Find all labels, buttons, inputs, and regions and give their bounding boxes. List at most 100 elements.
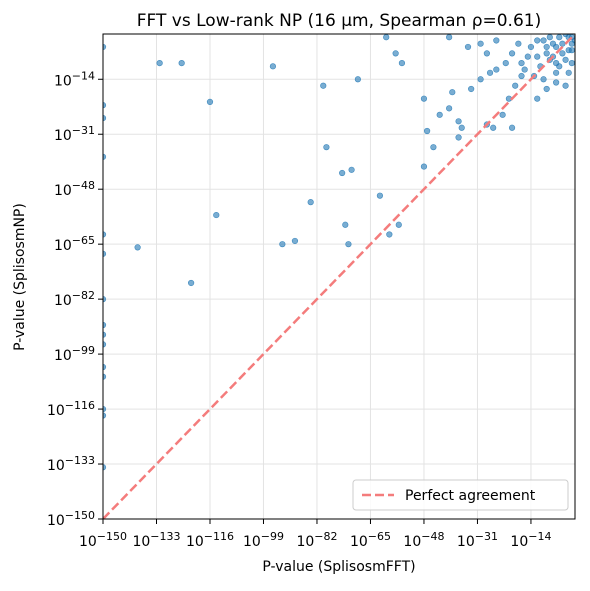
point	[562, 56, 569, 63]
point	[395, 221, 402, 228]
point	[493, 37, 500, 44]
point	[502, 59, 509, 67]
point	[348, 166, 355, 173]
point	[103, 43, 107, 51]
point	[490, 124, 497, 131]
point	[477, 76, 484, 83]
point	[446, 34, 453, 41]
x-tick-label: 10−116	[186, 530, 234, 550]
point	[103, 373, 107, 380]
point	[103, 363, 107, 371]
point	[468, 85, 475, 93]
x-axis-label: P-value (SplisosmFFT)	[262, 559, 415, 575]
legend-label: Perfect agreement	[405, 488, 536, 504]
point	[486, 69, 494, 76]
point	[543, 85, 550, 93]
point	[420, 163, 428, 170]
point	[103, 250, 107, 257]
point	[508, 124, 516, 131]
point	[553, 59, 560, 67]
point	[543, 43, 550, 51]
point	[549, 40, 557, 47]
point	[103, 231, 107, 238]
point	[556, 34, 563, 41]
y-tick-label: 10−65	[54, 234, 95, 254]
point	[420, 95, 428, 102]
point	[291, 237, 299, 245]
point	[178, 59, 185, 67]
point	[103, 412, 107, 419]
y-tick-label: 10−116	[47, 399, 95, 419]
point	[307, 199, 314, 206]
point	[436, 111, 443, 118]
point	[103, 296, 107, 303]
y-tick-label: 10−150	[47, 509, 95, 529]
point	[449, 89, 456, 96]
x-tick-label: 10−82	[296, 530, 337, 550]
point	[455, 118, 462, 125]
x-tick-label: 10−133	[132, 530, 180, 550]
point	[553, 69, 560, 76]
x-tick-label: 10−150	[79, 530, 127, 550]
point	[524, 53, 531, 60]
point	[398, 59, 406, 67]
x-tick-label: 10−99	[243, 530, 284, 550]
point	[546, 34, 553, 41]
point	[562, 82, 569, 89]
point	[103, 153, 107, 160]
point	[553, 79, 560, 86]
point	[188, 279, 195, 287]
point	[464, 43, 472, 51]
plot-area	[103, 34, 575, 519]
point	[383, 34, 390, 41]
point	[455, 134, 462, 141]
point	[565, 69, 572, 76]
point	[213, 211, 220, 219]
point	[339, 169, 346, 177]
x-tick-label: 10−14	[510, 530, 551, 550]
point	[323, 144, 330, 151]
point	[518, 59, 525, 67]
y-tick-label: 10−31	[54, 124, 95, 144]
point	[508, 50, 516, 57]
point	[540, 76, 547, 83]
point	[518, 72, 525, 80]
point	[571, 37, 575, 44]
point	[559, 40, 566, 47]
point	[103, 321, 107, 329]
point	[424, 127, 431, 135]
point	[269, 63, 277, 70]
point	[483, 50, 490, 57]
point	[206, 98, 214, 105]
point	[320, 82, 327, 89]
point	[499, 111, 506, 118]
legend-box	[352, 479, 569, 511]
point	[534, 37, 541, 44]
point	[103, 331, 107, 338]
x-tick-label: 10−31	[457, 530, 498, 550]
point	[477, 40, 484, 47]
point	[354, 76, 361, 83]
x-tick-label: 10−65	[350, 530, 391, 550]
point	[493, 66, 500, 73]
point	[540, 37, 547, 44]
point	[534, 53, 541, 60]
point	[103, 341, 107, 348]
y-tick-label: 10−133	[47, 454, 95, 474]
point	[534, 95, 541, 102]
point	[279, 241, 286, 248]
point	[430, 144, 437, 151]
point	[376, 192, 384, 199]
point	[156, 59, 163, 67]
y-tick-label: 10−14	[54, 69, 95, 89]
point	[103, 114, 107, 122]
point	[527, 43, 535, 51]
chart-title: FFT vs Low-rank NP (16 µm, Spearman ρ=0.…	[137, 11, 541, 31]
point	[521, 66, 528, 73]
point	[103, 102, 107, 109]
point	[446, 105, 453, 112]
point	[342, 221, 349, 228]
x-tick-label: 10−48	[403, 530, 444, 550]
point	[103, 405, 107, 413]
